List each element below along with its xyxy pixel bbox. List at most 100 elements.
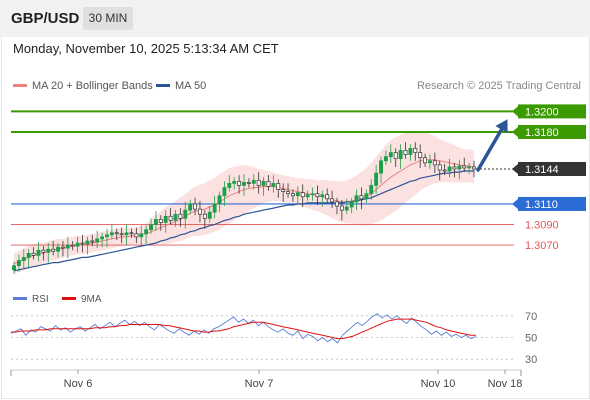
candle-body — [100, 236, 105, 240]
level-box-1-3144 — [518, 161, 586, 176]
level-label-1-3110: 1.3110 — [525, 199, 558, 211]
level-pointer-1-3180 — [512, 126, 518, 137]
candle-body — [222, 187, 227, 197]
candle-body — [403, 150, 408, 155]
candle-body — [105, 234, 109, 238]
rsi-swatch — [13, 296, 27, 300]
candle-body — [413, 148, 418, 153]
candle-body — [60, 246, 65, 249]
candle-body — [26, 252, 31, 258]
candle-body — [124, 232, 129, 236]
candle-body — [315, 193, 320, 198]
candle-body — [369, 185, 374, 195]
ma50-line — [13, 170, 474, 272]
candle-body — [134, 233, 139, 238]
candle-body — [452, 166, 457, 170]
candle-body — [325, 194, 330, 200]
x-tick-label: Nov 6 — [64, 378, 93, 390]
legend-rsi-label: RSI — [32, 294, 49, 305]
header-bar: GBP/USD 30 MIN — [0, 0, 590, 37]
candle-body — [193, 203, 198, 210]
candle-body — [398, 150, 403, 160]
candle-body — [261, 180, 266, 186]
candle-body — [173, 213, 178, 221]
candle-body — [21, 257, 26, 261]
legend-rsi: RSI — [13, 294, 49, 305]
legend-ma50-label: MA 50 — [175, 80, 207, 92]
candle-body — [374, 172, 379, 186]
x-tick-label: Nov 10 — [421, 378, 456, 390]
candle-body — [266, 180, 271, 187]
symbol-title: GBP/USD — [11, 10, 80, 27]
candle-body — [383, 156, 388, 162]
candle-body — [232, 180, 237, 184]
forecast-arrow-head — [495, 119, 508, 134]
candle-body — [320, 194, 325, 198]
candle-body — [349, 201, 354, 208]
candle-body — [330, 198, 335, 203]
candle-body — [428, 160, 432, 164]
candle-body — [354, 195, 359, 203]
candle-body — [364, 193, 369, 200]
candle-body — [251, 179, 256, 184]
level-pointer-1-3144 — [512, 163, 518, 174]
candle-body — [144, 229, 149, 235]
level-label-1-3200: 1.3200 — [525, 106, 559, 118]
level-box-1-3180 — [518, 124, 586, 139]
candle-body — [305, 194, 310, 198]
candle-body — [212, 203, 217, 213]
candle-body — [12, 265, 16, 271]
candle-body — [198, 208, 202, 215]
legend-ma20: MA 20 + Bollinger Bands — [13, 80, 153, 92]
candle-body — [339, 205, 344, 211]
level-label-1-3090: 1.3090 — [525, 220, 559, 232]
candle-body — [16, 260, 21, 267]
candle-body — [178, 213, 183, 219]
candle-body — [472, 166, 476, 170]
candle-body — [310, 193, 315, 196]
candle-body — [256, 179, 261, 186]
candle-body — [41, 249, 46, 253]
candle-body — [119, 233, 124, 236]
candle-body — [295, 192, 300, 197]
legend-ma9: 9MA — [62, 294, 102, 305]
candle-body — [437, 164, 442, 171]
timeframe-badge[interactable]: 30 MIN — [83, 7, 133, 30]
candle-body — [359, 195, 364, 200]
candle-body — [290, 193, 295, 197]
candle-body — [432, 160, 437, 166]
candle-body — [188, 203, 193, 211]
level-label-1-3070: 1.3070 — [525, 240, 559, 252]
candle-body — [36, 249, 41, 256]
candle-body — [149, 224, 153, 231]
ma50-swatch — [156, 83, 170, 87]
forecast-arrow-shaft — [476, 121, 507, 172]
candle-body — [286, 191, 290, 195]
candle-body — [207, 211, 212, 219]
candle-body — [408, 148, 413, 155]
candle-body — [129, 232, 134, 235]
candle-body — [423, 157, 428, 164]
candle-body — [95, 238, 100, 243]
candle-body — [344, 206, 349, 211]
candle-body — [462, 165, 467, 169]
rsi-tick-70: 70 — [525, 311, 537, 323]
level-box-1-3110 — [518, 196, 586, 211]
candle-body — [139, 233, 144, 238]
candle-body — [31, 252, 36, 256]
level-box-1-3200 — [518, 104, 586, 119]
level-label-1-3180: 1.3180 — [525, 127, 559, 139]
level-pointer-1-3110 — [512, 198, 518, 209]
candle-body — [271, 183, 276, 187]
x-tick-label: Nov 18 — [488, 378, 523, 390]
candle-body — [65, 244, 70, 249]
candle-body — [46, 248, 51, 253]
candle-body — [217, 195, 222, 205]
candle-body — [168, 215, 173, 221]
candles — [12, 142, 476, 274]
candle-body — [447, 166, 452, 172]
datetime-label: Monday, November 10, 2025 5:13:34 AM CET — [13, 41, 279, 56]
candle-body — [202, 213, 207, 219]
candle-body — [442, 169, 447, 172]
